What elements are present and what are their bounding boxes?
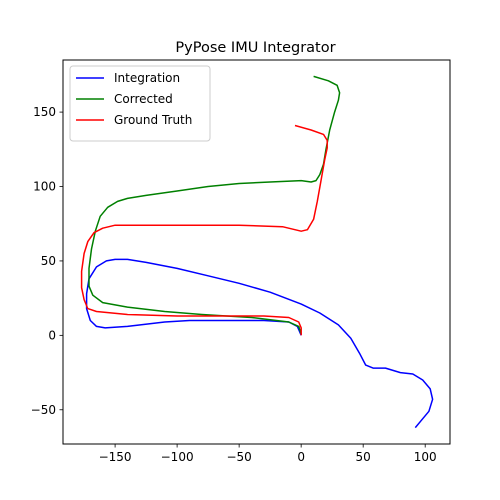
plot-lines — [80, 75, 434, 429]
y-tick-label: 0 — [48, 328, 56, 342]
x-axis: −150 −100 −50 0 50 100 — [99, 444, 437, 464]
series-line-ground-truth — [80, 124, 328, 336]
series-line-corrected — [88, 75, 341, 335]
x-tick-label: −150 — [99, 450, 132, 464]
legend-box — [69, 65, 211, 142]
x-tick-label: 50 — [356, 450, 371, 464]
axes-frame — [62, 59, 451, 445]
y-tick-label: 150 — [33, 105, 56, 119]
series-line-integration — [85, 258, 434, 429]
x-tick-label: −50 — [226, 450, 251, 464]
legend-label-integration: Integration — [114, 71, 180, 85]
legend: Integration Corrected Ground Truth — [69, 65, 211, 142]
y-tick-label: 100 — [33, 180, 56, 194]
y-tick-label: −50 — [31, 403, 56, 417]
y-axis: −50 0 50 100 150 — [31, 105, 63, 417]
legend-label-ground-truth: Ground Truth — [114, 113, 192, 127]
x-tick-label: −100 — [161, 450, 194, 464]
chart-title: PyPose IMU Integrator — [175, 40, 335, 56]
x-tick-label: 0 — [297, 450, 305, 464]
legend-label-corrected: Corrected — [114, 92, 173, 106]
x-tick-label: 100 — [414, 450, 437, 464]
y-tick-label: 50 — [41, 254, 56, 268]
